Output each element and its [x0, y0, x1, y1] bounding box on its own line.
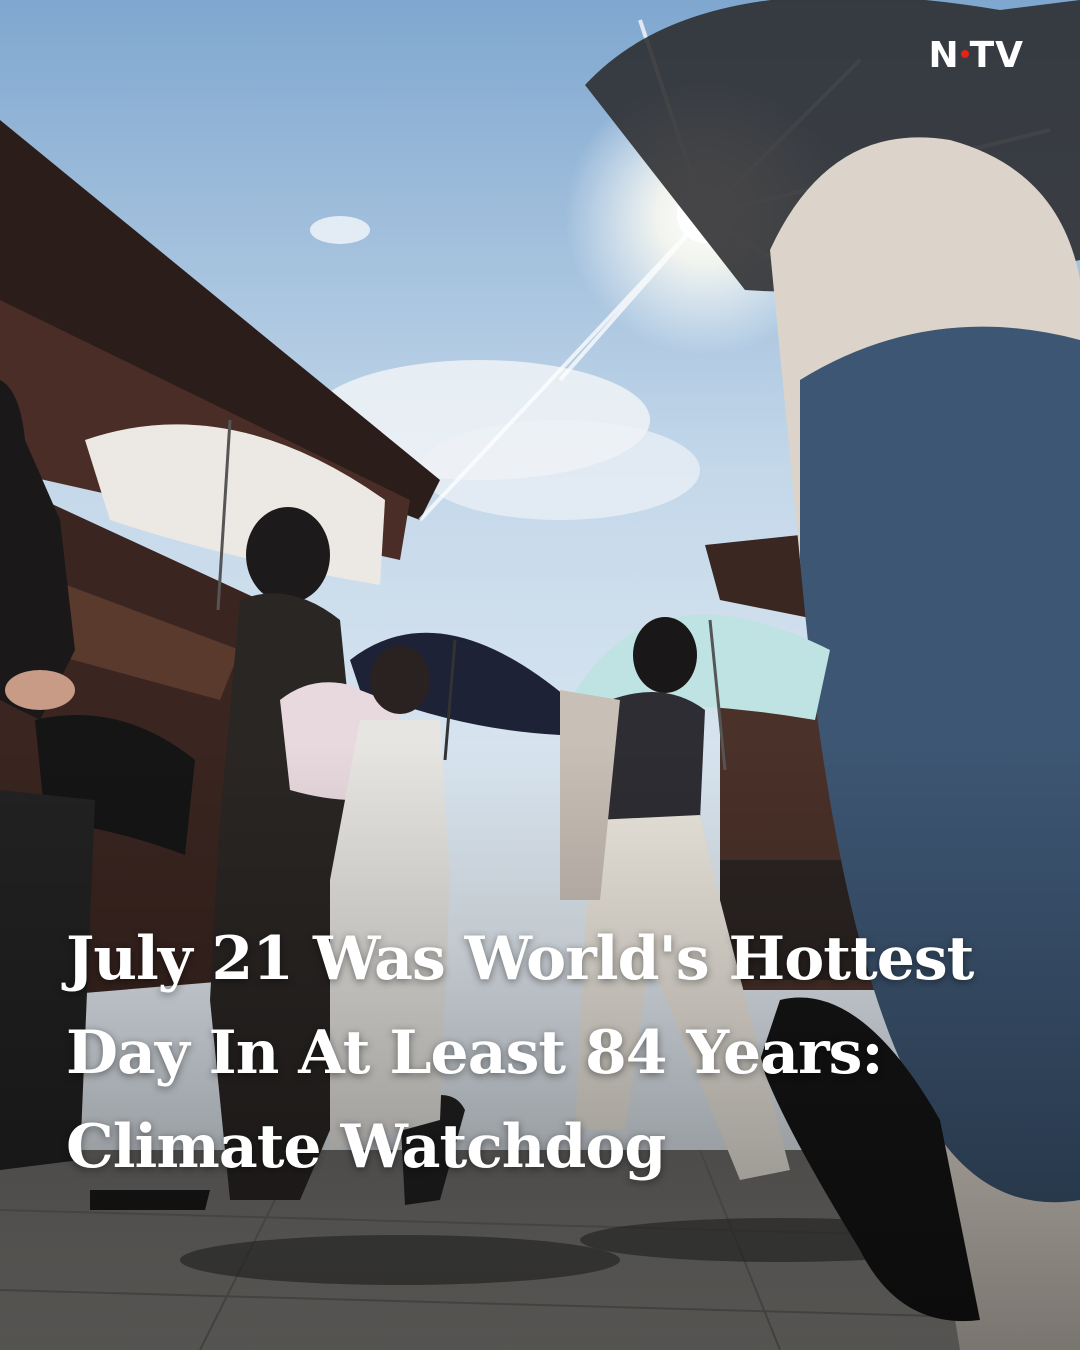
- headline: July 21 Was World's Hottest Day In At Le…: [66, 912, 1026, 1194]
- logo-red-dot-icon: [960, 50, 969, 58]
- logo-text-right: TV: [969, 35, 1024, 76]
- headline-line-2: Day In At Least 84 Years:: [66, 1018, 884, 1088]
- ndtv-logo: N TV: [928, 38, 1024, 74]
- logo-text-left: N: [928, 35, 960, 76]
- headline-line-1: July 21 Was World's Hottest: [66, 924, 974, 994]
- headline-line-3: Climate Watchdog: [66, 1112, 666, 1182]
